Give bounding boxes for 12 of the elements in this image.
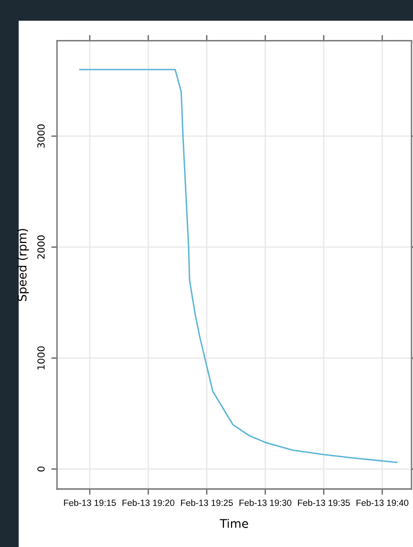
x-tick-label: Feb-13 19:15 <box>64 499 116 506</box>
x-tick-label: Feb-13 19:30 <box>240 499 292 506</box>
x-tick-label: Feb-13 19:40 <box>356 499 408 506</box>
y-tick-label: 0 <box>37 466 45 472</box>
x-tick-label: Feb-13 19:35 <box>298 499 350 506</box>
y-axis-title: Speed (rpm) <box>17 228 29 301</box>
y-tick-label: 1000 <box>37 346 45 370</box>
y-tick-label: 3000 <box>37 124 45 148</box>
x-tick-label: Feb-13 19:20 <box>122 499 174 506</box>
x-tick-label: Feb-13 19:25 <box>181 499 233 506</box>
y-tick-label: 2000 <box>37 235 45 259</box>
x-axis-title: Time <box>220 518 248 528</box>
